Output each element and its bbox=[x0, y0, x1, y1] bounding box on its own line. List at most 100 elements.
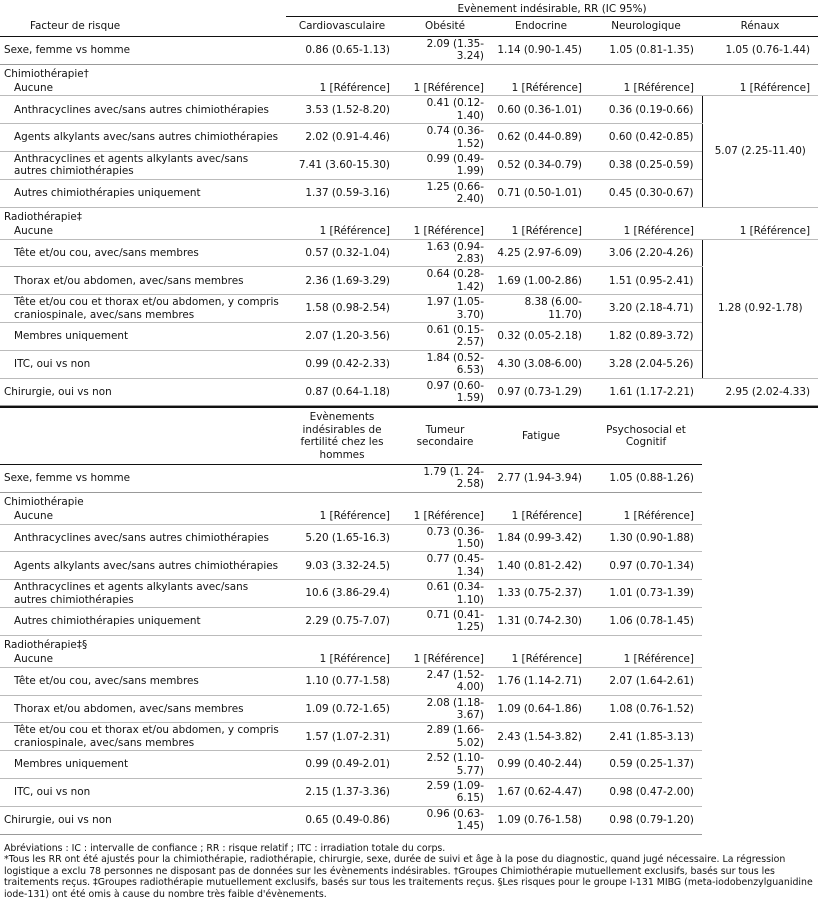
cell: 1 [Référence] bbox=[492, 509, 590, 525]
cell: 8.38 (6.00-11.70) bbox=[492, 294, 590, 323]
cell: 2.07 (1.64-2.61) bbox=[590, 667, 702, 696]
row-label: Aucune bbox=[0, 652, 286, 668]
cell: 1 [Référence] bbox=[590, 509, 702, 525]
cell: 2.52 (1.10-5.77) bbox=[398, 750, 492, 779]
cell: 4.30 (3.08-6.00) bbox=[492, 350, 590, 379]
column-header: Rénaux bbox=[702, 16, 818, 37]
cell: 1.09 (0.76-1.58) bbox=[492, 806, 590, 835]
cell: 0.98 (0.47-2.00) bbox=[590, 778, 702, 807]
row: Tête et/ou cou et thorax et/ou abdomen, … bbox=[0, 294, 818, 323]
cell: 1 [Référence] bbox=[590, 81, 702, 97]
cell: 2.59 (1.09-6.15) bbox=[398, 778, 492, 807]
cell: 0.99 (0.40-2.44) bbox=[492, 750, 590, 779]
cell: 1.84 (0.99-3.42) bbox=[492, 524, 590, 553]
cell: 0.62 (0.44-0.89) bbox=[492, 123, 590, 153]
cell: 1.67 (0.62-4.47) bbox=[492, 778, 590, 807]
empty-cell bbox=[286, 464, 398, 493]
row-label: Tête et/ou cou et thorax et/ou abdomen, … bbox=[0, 294, 286, 323]
cell: 0.98 (0.79-1.20) bbox=[590, 806, 702, 835]
cell: 0.60 (0.36-1.01) bbox=[492, 95, 590, 125]
cell: 2.47 (1.52-4.00) bbox=[398, 667, 492, 696]
row: Chirurgie, oui vs non 0.87 (0.64-1.18) 0.9… bbox=[0, 378, 818, 407]
cell: 1.61 (1.17-2.21) bbox=[590, 378, 702, 407]
cell: 0.59 (0.25-1.37) bbox=[590, 750, 702, 779]
cell: 1 [Référence] bbox=[702, 224, 818, 240]
table-1: Evènement indésirable, RR (IC 95%) Facte… bbox=[0, 2, 818, 407]
cell: 1.14 (0.90-1.45) bbox=[492, 36, 590, 65]
cell: 1 [Référence] bbox=[286, 652, 398, 668]
row: Sexe, femme vs homme 1.79 (1. 24-2.58) 2.7… bbox=[0, 464, 818, 493]
cell: 1.25 (0.66-2.40) bbox=[398, 179, 492, 208]
row: Anthracyclines et agents alkylants avec/… bbox=[0, 579, 818, 609]
cell: 1.84 (0.52-6.53) bbox=[398, 350, 492, 379]
cell: 0.60 (0.42-0.85) bbox=[590, 123, 702, 153]
row-label: ITC, oui vs non bbox=[0, 778, 286, 807]
cell: 2.09 (1.35-3.24) bbox=[398, 36, 492, 65]
cell: 3.20 (2.18-4.71) bbox=[590, 294, 702, 323]
cell: 0.96 (0.63-1.45) bbox=[398, 806, 492, 835]
cell: 2.15 (1.37-3.36) bbox=[286, 778, 398, 807]
row: Autres chimiothérapies uniquement 2.29 (0… bbox=[0, 607, 818, 636]
row-label: Sexe, femme vs homme bbox=[0, 464, 286, 493]
cell: 0.64 (0.28-1.42) bbox=[398, 266, 492, 296]
abbreviations: Abréviations : IC : intervalle de confia… bbox=[4, 842, 446, 854]
cell: 1 [Référence] bbox=[286, 509, 398, 525]
cell: 1.01 (0.73-1.39) bbox=[590, 579, 702, 609]
cell: 1.76 (1.14-2.71) bbox=[492, 667, 590, 696]
section-heading: Radiothérapie‡§ bbox=[4, 638, 88, 651]
row-label: Agents alkylants avec/sans autres chimio… bbox=[0, 551, 286, 581]
row-label: Chirurgie, oui vs non bbox=[0, 806, 286, 835]
reference-row: Aucune 1 [Référence] 1 [Référence] 1 [Référ… bbox=[0, 81, 818, 97]
cell: 2.77 (1.94-3.94) bbox=[492, 464, 590, 493]
row: Tête et/ou cou et thorax et/ou abdomen, … bbox=[0, 722, 818, 752]
cell: 2.02 (0.91-4.46) bbox=[286, 123, 398, 153]
cell: 1.51 (0.95-2.41) bbox=[590, 266, 702, 296]
cell: 2.89 (1.66-5.02) bbox=[398, 722, 492, 752]
row-label: Agents alkylants avec/sans autres chimio… bbox=[0, 123, 286, 153]
cell: 0.32 (0.05-2.18) bbox=[492, 322, 590, 351]
cell: 0.65 (0.49-0.86) bbox=[286, 806, 398, 835]
cell: 2.95 (2.02-4.33) bbox=[702, 378, 818, 407]
cell: 1.05 (0.76-1.44) bbox=[702, 36, 818, 65]
cell: 1.63 (0.94-2.83) bbox=[398, 239, 492, 268]
row: Thorax et/ou abdomen, avec/sans membres 2… bbox=[0, 266, 818, 296]
table-2: Evènements indésirables de fertilité che… bbox=[0, 406, 818, 835]
row: ITC, oui vs non 2.15 (1.37-3.36) 2.59 (1.0… bbox=[0, 778, 818, 807]
cell: 1 [Référence] bbox=[398, 224, 492, 240]
cell: 1.10 (0.77-1.58) bbox=[286, 667, 398, 696]
row: Anthracyclines avec/sans autres chimioth… bbox=[0, 524, 818, 553]
cell: 0.77 (0.45-1.34) bbox=[398, 551, 492, 581]
reference-row: Aucune 1 [Référence] 1 [Référence] 1 [Référ… bbox=[0, 509, 818, 525]
cell: 2.36 (1.69-3.29) bbox=[286, 266, 398, 296]
row-label: ITC, oui vs non bbox=[0, 350, 286, 379]
cell: 0.97 (0.60-1.59) bbox=[398, 378, 492, 407]
cell: 0.61 (0.15-2.57) bbox=[398, 322, 492, 351]
cell: 3.28 (2.04-5.26) bbox=[590, 350, 702, 379]
blank bbox=[0, 407, 286, 466]
cell: 1 [Référence] bbox=[702, 81, 818, 97]
cell: 1 [Référence] bbox=[590, 652, 702, 668]
row-label: Tête et/ou cou, avec/sans membres bbox=[0, 667, 286, 696]
cell: 1 [Référence] bbox=[398, 81, 492, 97]
cell: 0.38 (0.25-0.59) bbox=[590, 151, 702, 180]
cell: 0.71 (0.50-1.01) bbox=[492, 179, 590, 208]
row-label: Membres uniquement bbox=[0, 322, 286, 351]
column-header: Evènements indésirables de fertilité che… bbox=[286, 407, 398, 466]
row: ITC, oui vs non 0.99 (0.42-2.33) 1.84 (0.5… bbox=[0, 350, 818, 379]
column-header: Psychosocial et Cognitif bbox=[590, 407, 702, 466]
cell: 4.25 (2.97-6.09) bbox=[492, 239, 590, 268]
footnote: *Tous les RR ont été ajustés pour la chi… bbox=[4, 854, 813, 900]
cell: 0.41 (0.12-1.40) bbox=[398, 95, 492, 125]
row: Tête et/ou cou, avec/sans membres 1.10 (0… bbox=[0, 667, 818, 696]
row-label: Thorax et/ou abdomen, avec/sans membres bbox=[0, 695, 286, 724]
row-label: Thorax et/ou abdomen, avec/sans membres bbox=[0, 266, 286, 296]
cell: 2.08 (1.18-3.67) bbox=[398, 695, 492, 724]
cell: 2.07 (1.20-3.56) bbox=[286, 322, 398, 351]
cell: 5.20 (1.65-16.3) bbox=[286, 524, 398, 553]
row-label: Autres chimiothérapies uniquement bbox=[0, 607, 286, 636]
cell: 1.97 (1.05-3.70) bbox=[398, 294, 492, 323]
footnotes: Abréviations : IC : intervalle de confia… bbox=[0, 835, 818, 901]
section-heading: Radiothérapie‡ bbox=[4, 210, 82, 223]
section-heading: Chimiothérapie bbox=[4, 495, 84, 508]
